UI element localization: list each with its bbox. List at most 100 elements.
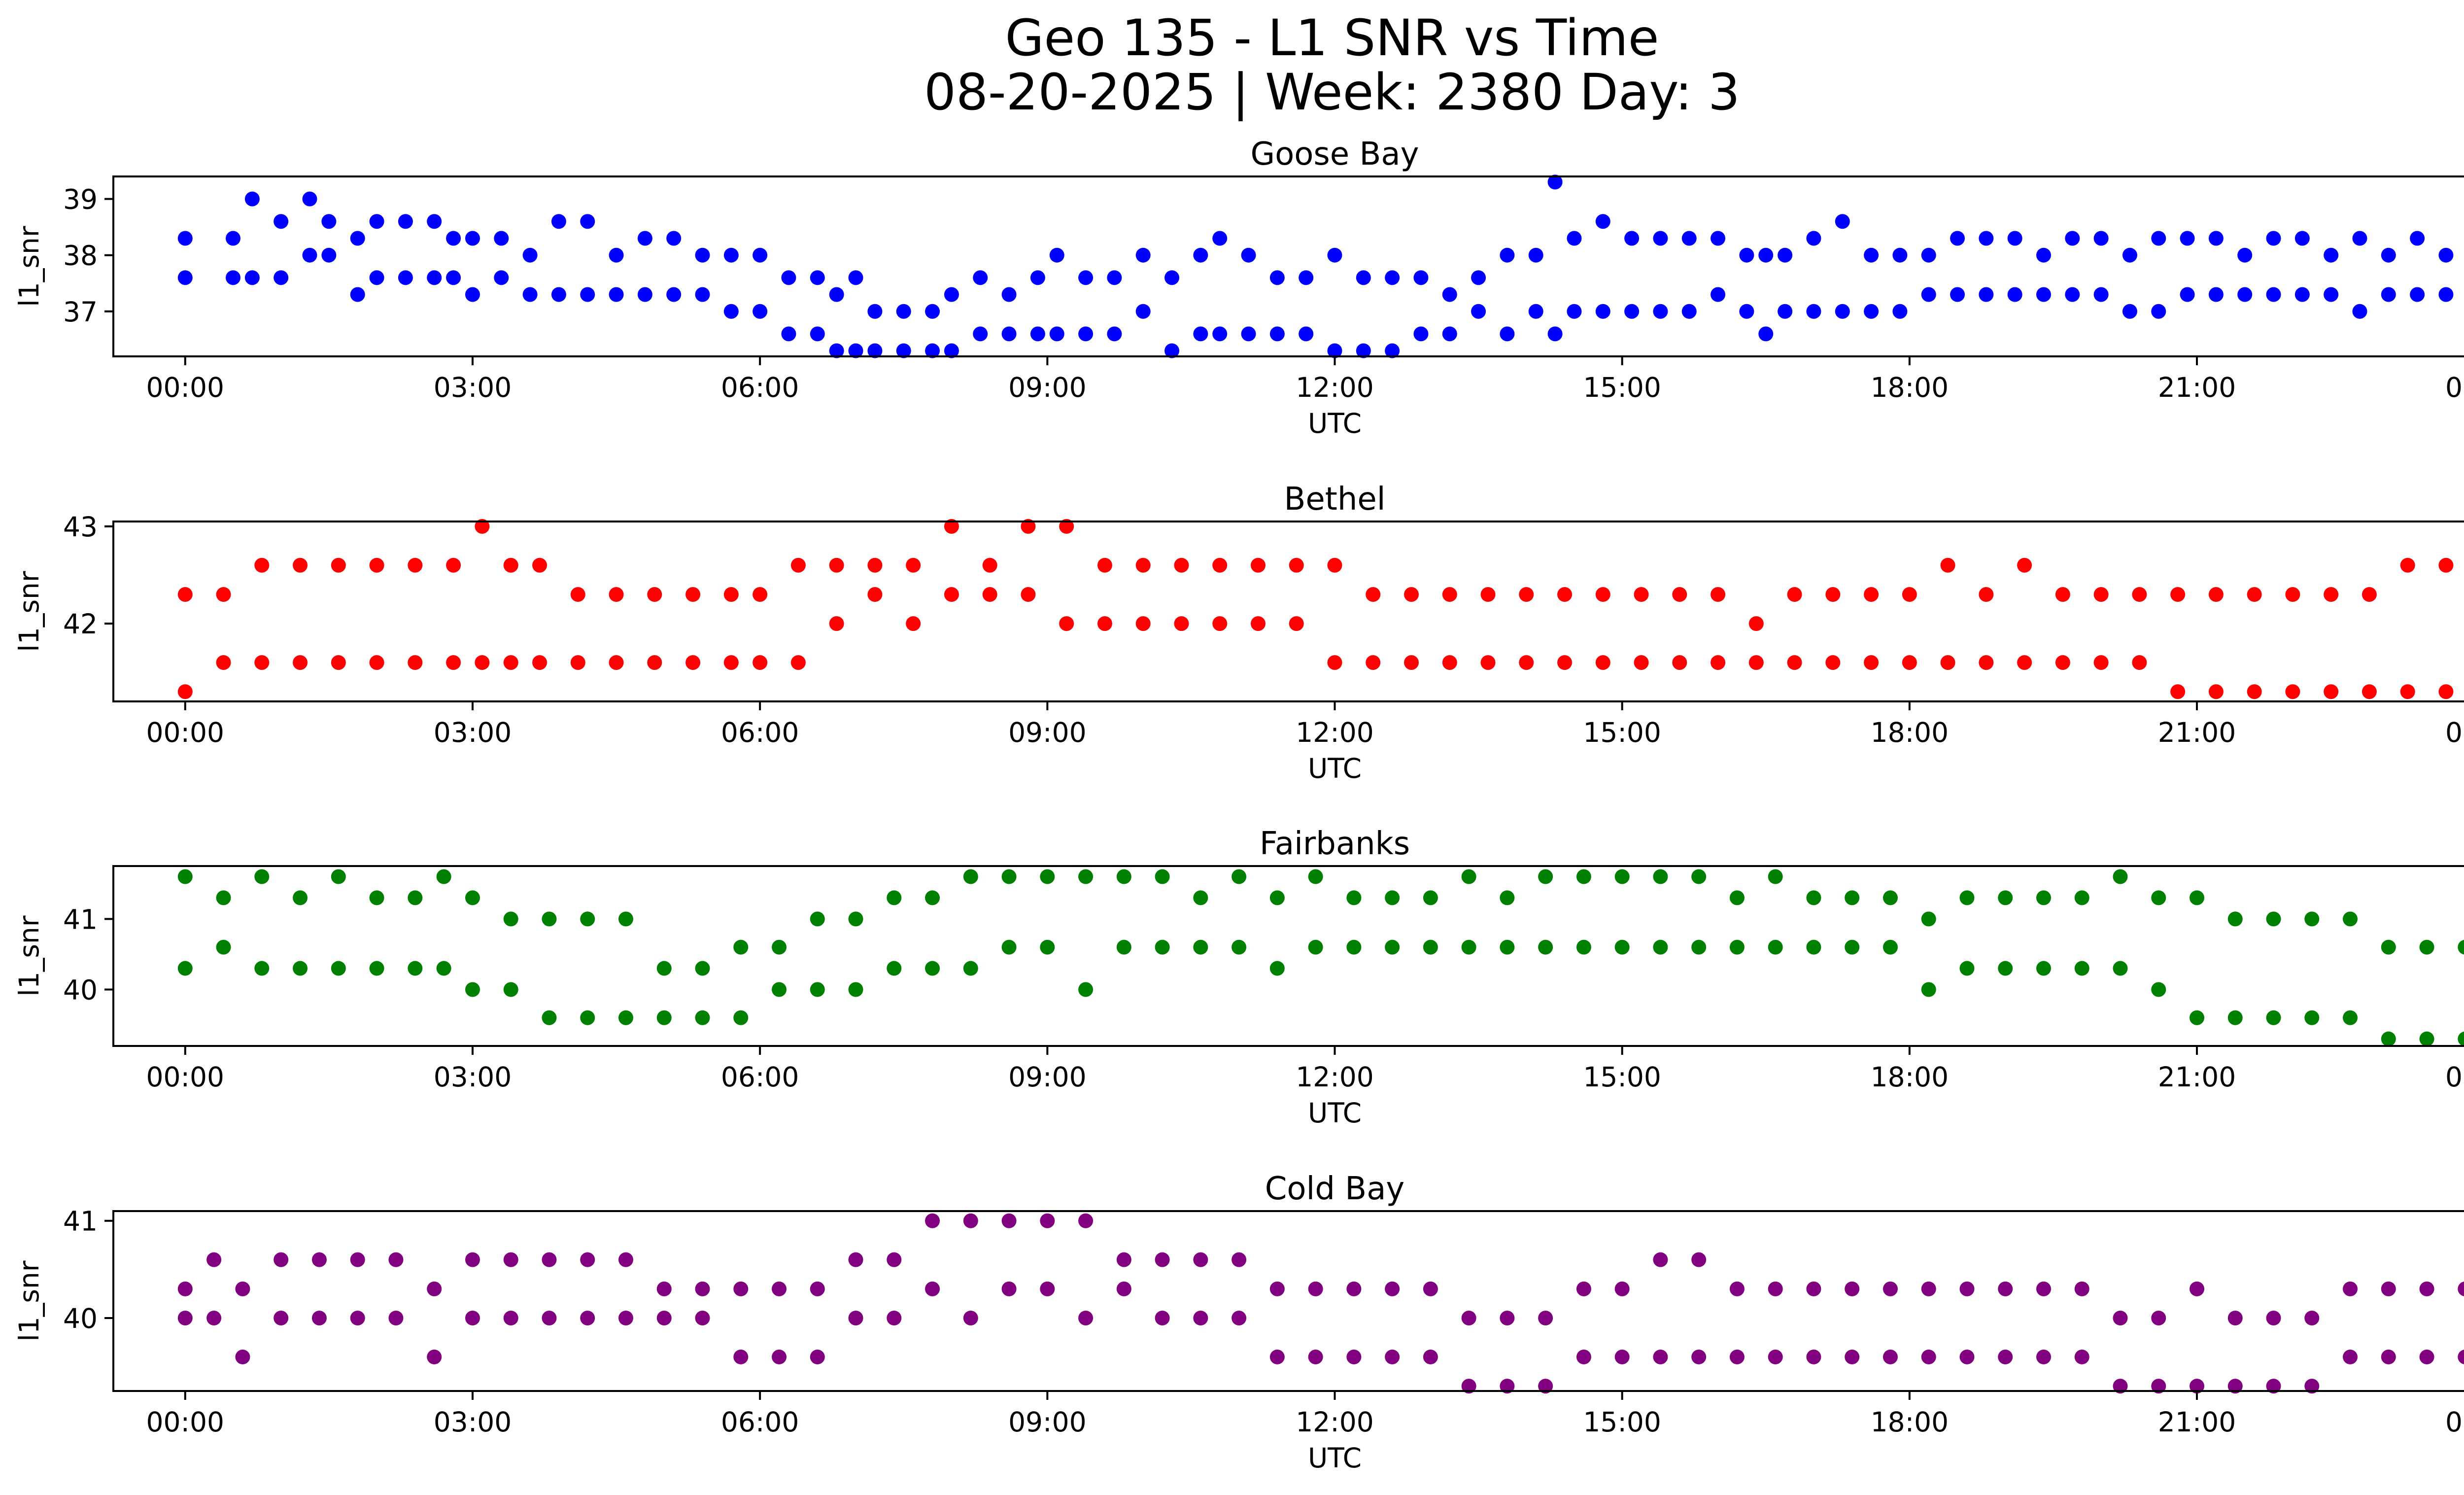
x-tick-label: 12:00 xyxy=(1296,1061,1374,1093)
data-point xyxy=(906,557,921,573)
data-point xyxy=(647,587,662,602)
data-point xyxy=(1864,587,1879,602)
data-point xyxy=(254,557,270,573)
data-point xyxy=(982,557,997,573)
data-point xyxy=(1576,939,1591,955)
data-point xyxy=(1155,1311,1170,1326)
data-point xyxy=(225,270,240,285)
data-point xyxy=(2304,1311,2320,1326)
data-point xyxy=(1998,1281,2013,1296)
data-point xyxy=(1385,939,1400,955)
data-point xyxy=(465,890,480,905)
data-point xyxy=(609,655,624,670)
data-point xyxy=(398,270,413,285)
data-point xyxy=(753,247,768,263)
data-point xyxy=(2122,304,2137,319)
x-tick-label: 03:00 xyxy=(434,1061,512,1093)
data-point xyxy=(369,214,384,229)
data-point xyxy=(2113,1379,2128,1394)
data-point xyxy=(1681,304,1697,319)
data-point xyxy=(656,1311,672,1326)
data-point xyxy=(446,557,461,573)
data-point xyxy=(1845,939,1860,955)
data-point xyxy=(2419,1031,2434,1046)
data-point xyxy=(1385,343,1400,358)
data-point xyxy=(1346,1281,1362,1296)
data-point xyxy=(723,247,739,263)
data-point xyxy=(2036,961,2052,976)
data-point xyxy=(274,1311,289,1326)
x-tick-label: 00:00 xyxy=(2445,717,2464,748)
data-point xyxy=(1404,655,1419,670)
data-point xyxy=(311,1311,327,1326)
data-point xyxy=(887,1252,902,1267)
data-point xyxy=(1174,616,1189,631)
data-point xyxy=(1078,1311,1094,1326)
data-point xyxy=(1385,270,1400,285)
data-point xyxy=(733,1349,749,1364)
data-point xyxy=(1241,326,1256,342)
data-point xyxy=(925,343,940,358)
data-point xyxy=(1672,587,1687,602)
data-point xyxy=(2294,287,2310,302)
data-point xyxy=(1538,939,1553,955)
data-point xyxy=(2036,287,2052,302)
data-point xyxy=(1116,1252,1131,1267)
data-point xyxy=(2170,684,2186,699)
data-point xyxy=(1500,247,1515,263)
data-point xyxy=(887,890,902,905)
data-point xyxy=(293,655,308,670)
data-point xyxy=(2304,911,2320,927)
data-point xyxy=(1882,1281,1898,1296)
data-point xyxy=(2208,231,2224,246)
data-point xyxy=(235,1349,250,1364)
data-point xyxy=(1729,1281,1745,1296)
data-point xyxy=(753,655,768,670)
data-point xyxy=(1653,939,1668,955)
data-point xyxy=(1346,1349,1362,1364)
data-point xyxy=(2438,287,2454,302)
data-point xyxy=(1653,1252,1668,1267)
data-point xyxy=(1595,587,1610,602)
data-point xyxy=(1959,890,1975,905)
x-tick-label: 15:00 xyxy=(1583,372,1661,403)
x-tick-label: 06:00 xyxy=(721,1061,799,1093)
data-point xyxy=(2190,1379,2205,1394)
x-tick-label: 00:00 xyxy=(2445,372,2464,403)
data-point xyxy=(1193,1311,1208,1326)
data-point xyxy=(2065,231,2080,246)
data-point xyxy=(733,1010,749,1025)
data-point xyxy=(1864,304,1879,319)
data-point xyxy=(1442,287,1457,302)
data-point xyxy=(1979,231,1994,246)
data-point xyxy=(206,1311,222,1326)
data-point xyxy=(1356,270,1371,285)
data-point xyxy=(542,911,557,927)
data-point xyxy=(1998,890,2013,905)
data-point xyxy=(580,214,595,229)
data-point xyxy=(1461,939,1476,955)
data-point xyxy=(427,1349,442,1364)
data-point xyxy=(2381,939,2396,955)
data-point xyxy=(2381,1031,2396,1046)
data-point xyxy=(1902,587,1917,602)
data-point xyxy=(2074,1349,2089,1364)
data-point xyxy=(925,1213,940,1228)
data-point xyxy=(2285,587,2300,602)
data-point xyxy=(1461,1379,1476,1394)
data-point xyxy=(1825,587,1841,602)
data-point xyxy=(293,557,308,573)
y-tick-label: 38 xyxy=(63,240,98,272)
data-point xyxy=(503,911,518,927)
data-point xyxy=(551,287,566,302)
data-point xyxy=(2017,557,2032,573)
data-point xyxy=(1135,557,1151,573)
fairbanks-ylabel: l1_snr xyxy=(13,915,45,996)
data-point xyxy=(1547,174,1563,190)
data-point xyxy=(896,343,911,358)
data-point xyxy=(1164,270,1180,285)
data-point xyxy=(2007,231,2022,246)
data-point xyxy=(781,270,796,285)
data-point xyxy=(1327,557,1342,573)
data-point xyxy=(2324,287,2339,302)
